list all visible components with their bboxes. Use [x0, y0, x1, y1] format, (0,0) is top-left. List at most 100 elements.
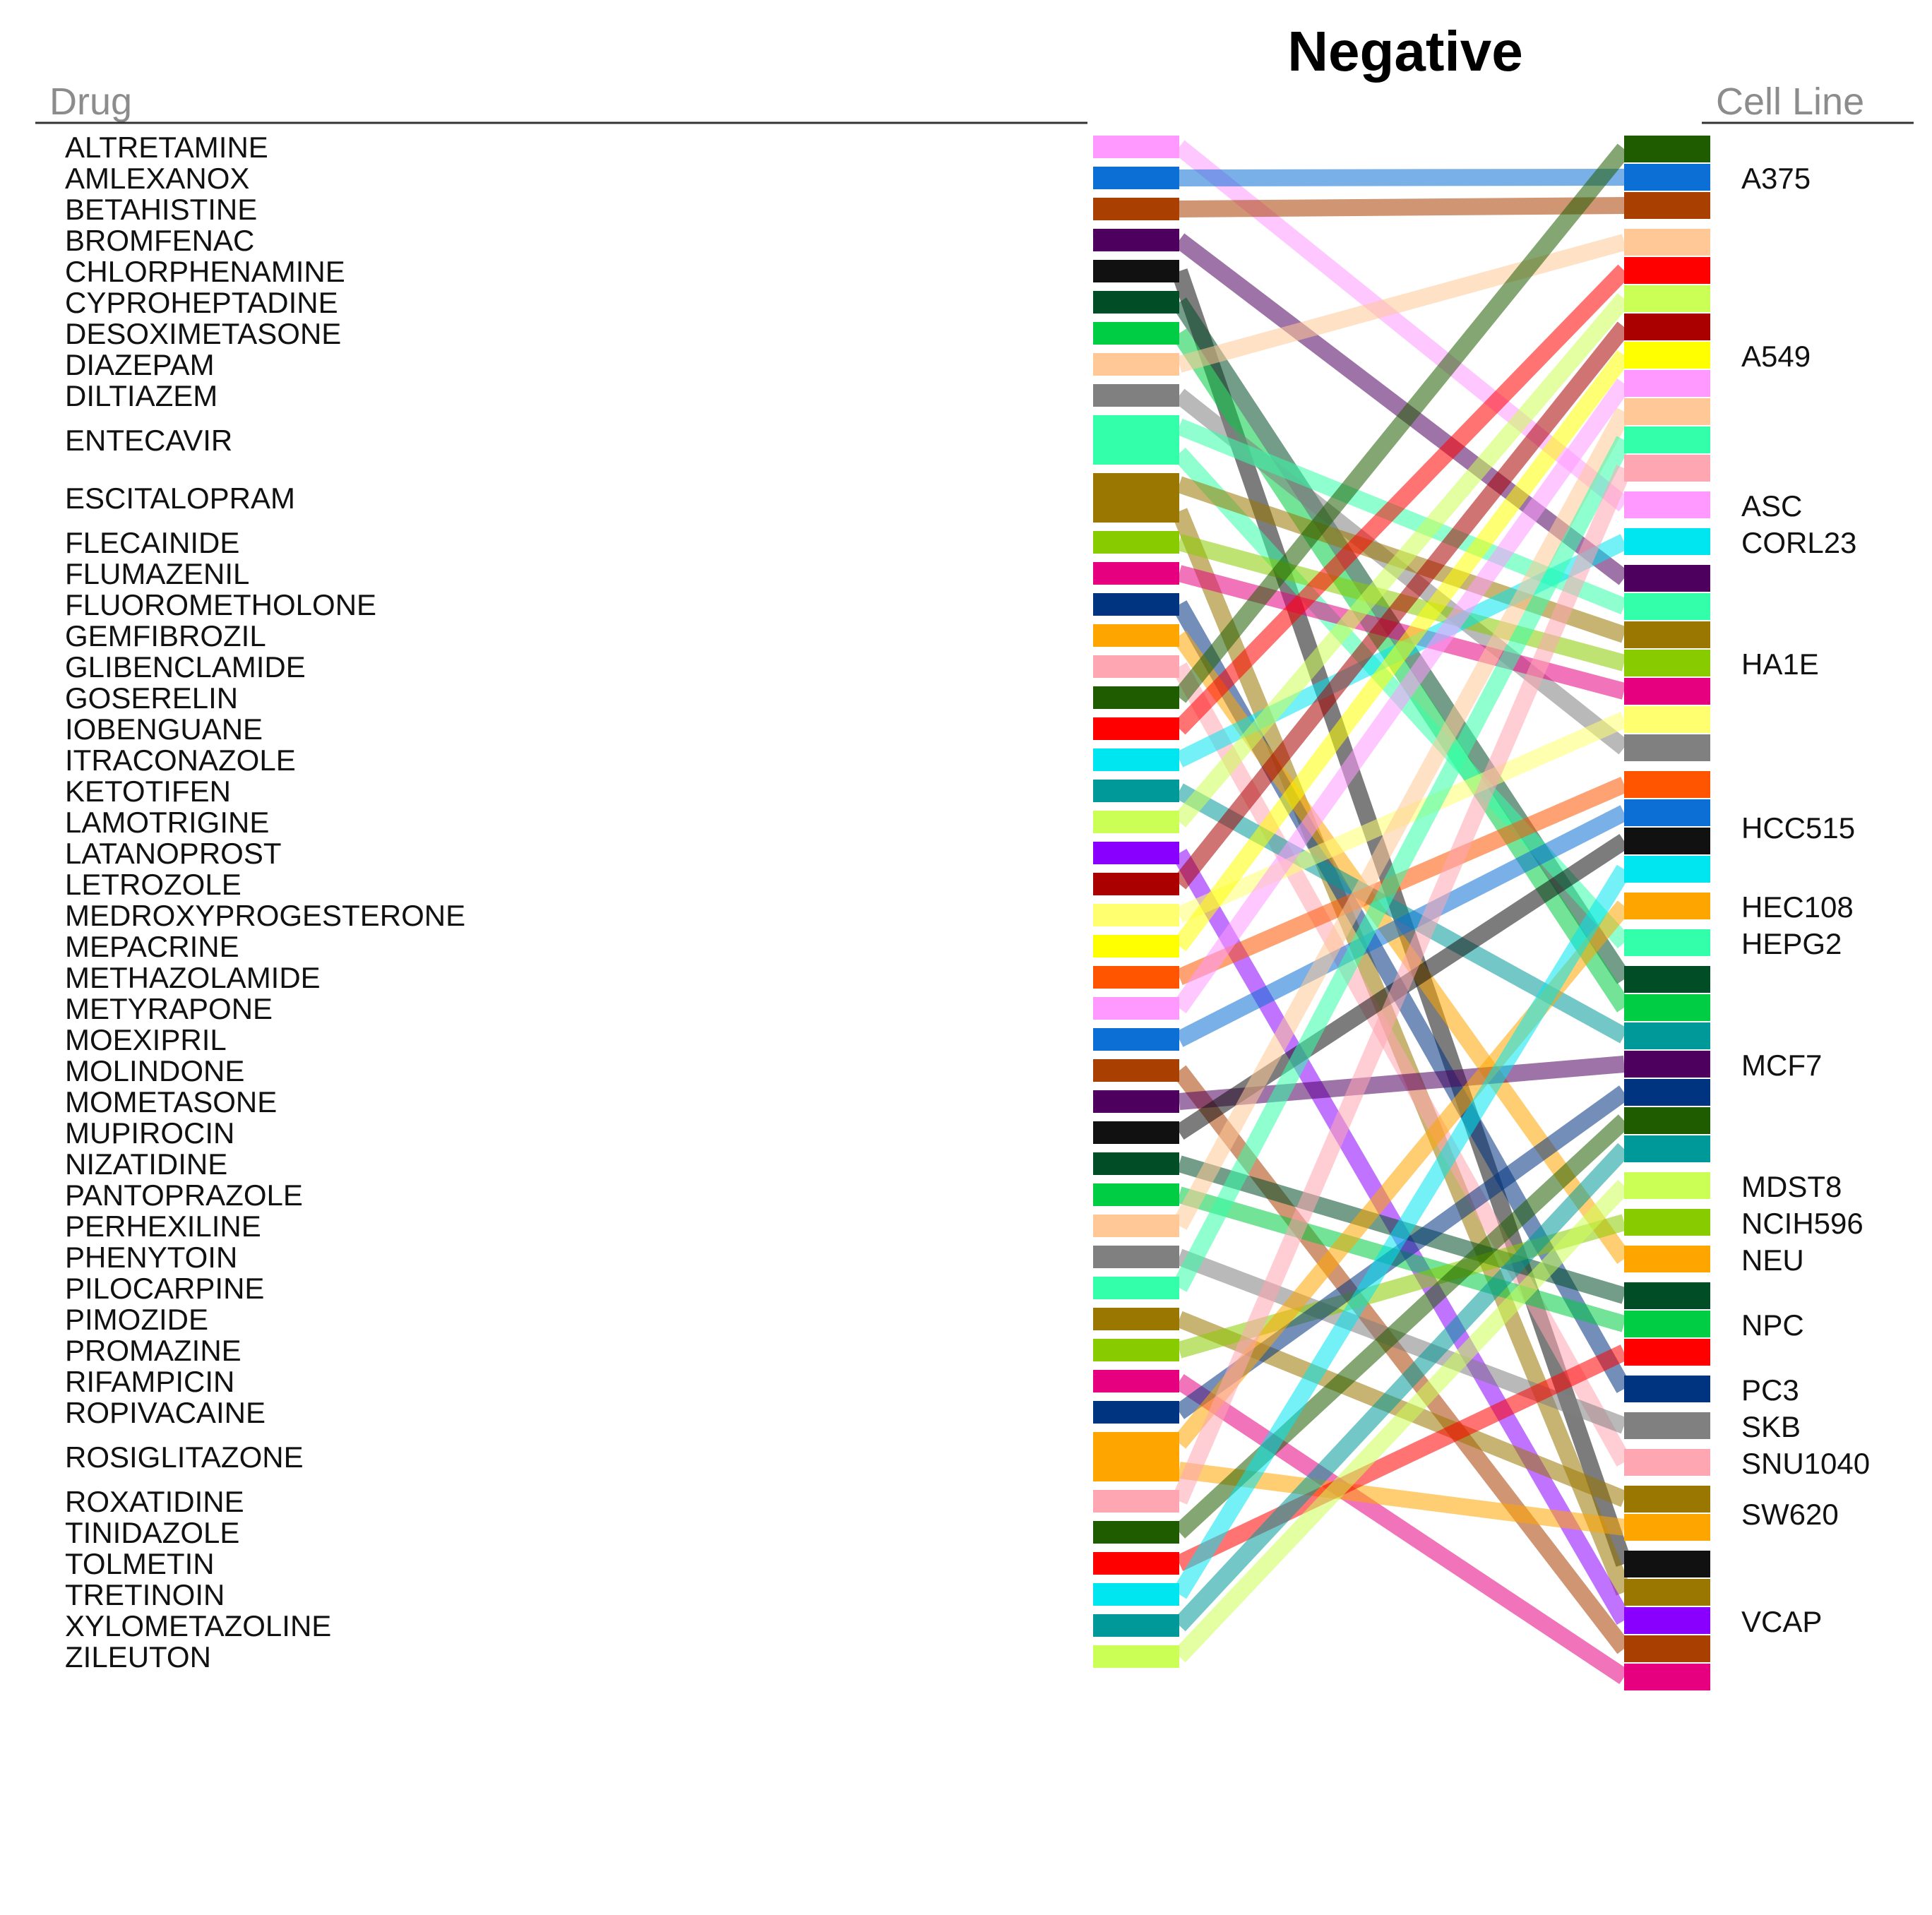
- drug-label-escitalopram: ESCITALOPRAM: [65, 482, 295, 515]
- drug-bar-roxatidine: [1093, 1490, 1179, 1513]
- cell-label-hec108: HEC108: [1741, 890, 1854, 924]
- drug-label-metyrapone: METYRAPONE: [65, 992, 273, 1025]
- link-moexipril-hcc515: [1175, 805, 1628, 1047]
- drug-bar-rifampicin: [1093, 1370, 1179, 1392]
- link-phenytoin-skb: [1176, 1248, 1628, 1434]
- drug-label-goserelin: GOSERELIN: [65, 681, 238, 715]
- drug-label-altretamine: ALTRETAMINE: [65, 131, 268, 164]
- cell-segment-a549-letrozole: [1624, 314, 1710, 340]
- cell-segment-vcap-escitalopram: [1624, 1579, 1710, 1606]
- drug-label-amlexanox: AMLEXANOX: [65, 162, 249, 195]
- cell-label-ha1e: HA1E: [1741, 648, 1819, 681]
- drug-bar-nizatidine: [1093, 1152, 1179, 1175]
- link-zileuton-mdst8: [1173, 1179, 1630, 1663]
- cell-label-neu: NEU: [1741, 1243, 1804, 1277]
- drug-label-pimozide: PIMOZIDE: [65, 1303, 208, 1336]
- drug-label-pilocarpine: PILOCARPINE: [65, 1272, 264, 1305]
- drug-bar-tretinoin: [1093, 1583, 1179, 1606]
- cell-label-a375: A375: [1741, 162, 1811, 195]
- cell-label-pc3: PC3: [1741, 1373, 1799, 1407]
- drug-label-tretinoin: TRETINOIN: [65, 1578, 225, 1611]
- drug-layer: ALTRETAMINEAMLEXANOXBETAHISTINEBROMFENAC…: [65, 131, 1179, 1674]
- cell-segment-skb-phenytoin: [1624, 1412, 1710, 1439]
- drug-label-betahistine: BETAHISTINE: [65, 193, 257, 226]
- drug-label-iobenguane: IOBENGUANE: [65, 712, 263, 746]
- drug-bar-phenytoin: [1093, 1246, 1179, 1268]
- link-iobenguane-a549: [1173, 264, 1630, 735]
- drug-bar-betahistine: [1093, 198, 1179, 220]
- cell-label-a549: A549: [1741, 340, 1811, 373]
- cell-segment-pc3-fluorometholone: [1624, 1376, 1710, 1402]
- cell-label-vcap: VCAP: [1741, 1605, 1822, 1638]
- drug-bar-zileuton: [1093, 1645, 1179, 1668]
- drug-label-desoximetasone: DESOXIMETASONE: [65, 317, 341, 350]
- cell-segment-mcf7-cyproheptadine: [1624, 966, 1710, 993]
- cell-segment-snu1040-glibenclamide: [1624, 1449, 1710, 1476]
- drug-label-molindone: MOLINDONE: [65, 1054, 244, 1087]
- cell-segment-hcc515-moexipril: [1624, 799, 1710, 826]
- drug-bar-itraconazole: [1093, 748, 1179, 771]
- drug-label-entecavir: ENTECAVIR: [65, 424, 232, 457]
- cell-segment-mcf7-xylometazoline: [1624, 1135, 1710, 1162]
- drug-label-fluorometholone: FLUOROMETHOLONE: [65, 588, 376, 621]
- drug-label-bromfenac: BROMFENAC: [65, 224, 254, 257]
- drug-label-roxatidine: ROXATIDINE: [65, 1485, 244, 1518]
- drug-bar-mepacrine: [1093, 935, 1179, 958]
- cell-segment-hcc515-tretinoin: [1624, 856, 1710, 883]
- drug-label-methazolamide: METHAZOLAMIDE: [65, 961, 321, 994]
- link-xylometazoline-mcf7: [1173, 1143, 1630, 1632]
- link-tretinoin-hcc515: [1171, 864, 1632, 1599]
- drug-label-xylometazoline: XYLOMETAZOLINE: [65, 1609, 331, 1642]
- drug-label-moexipril: MOEXIPRIL: [65, 1023, 227, 1056]
- drug-label-mupirocin: MUPIROCIN: [65, 1116, 234, 1150]
- link-molindone-vcap: [1172, 1065, 1631, 1654]
- cell-segment-mdst8-zileuton: [1624, 1172, 1710, 1199]
- drug-label-chlorphenamine: CHLORPHENAMINE: [65, 255, 345, 288]
- drug-label-phenytoin: PHENYTOIN: [65, 1241, 237, 1274]
- cell-label-corl23: CORL23: [1741, 526, 1856, 559]
- cell-label-snu1040: SNU1040: [1741, 1447, 1870, 1480]
- drug-label-ropivacaine: ROPIVACAINE: [65, 1396, 266, 1429]
- link-roxatidine-a549: [1171, 465, 1633, 1505]
- cell-segment-ncih596-promazine: [1624, 1209, 1710, 1236]
- drug-bar-entecavir: [1093, 415, 1179, 465]
- cell-label-hcc515: HCC515: [1741, 811, 1855, 845]
- link-metyrapone-a549: [1172, 378, 1631, 1013]
- drug-bar-rosiglitazone: [1093, 1432, 1179, 1481]
- drug-bar-diazepam: [1093, 353, 1179, 376]
- cell-segment-npc-nizatidine: [1624, 1282, 1710, 1309]
- drug-label-flecainide: FLECAINIDE: [65, 526, 239, 559]
- cell-segment-mcf7-mometasone: [1624, 1051, 1710, 1078]
- cell-segment-mcf7-desoximetasone: [1624, 994, 1710, 1021]
- cell-segment-a549-mepacrine: [1624, 342, 1710, 369]
- links-layer: [1171, 140, 1633, 1684]
- cell-segment-hcc515-mupirocin: [1624, 828, 1710, 854]
- drug-bar-diltiazem: [1093, 384, 1179, 407]
- drug-label-tolmetin: TOLMETIN: [65, 1547, 215, 1580]
- drug-label-gemfibrozil: GEMFIBROZIL: [65, 619, 266, 652]
- cell-segment-vcap-molindone: [1624, 1635, 1710, 1662]
- drug-bar-xylometazoline: [1093, 1614, 1179, 1637]
- drug-bar-escitalopram: [1093, 473, 1179, 523]
- cell-segment-mcf7-ketotifen: [1624, 1022, 1710, 1049]
- drug-bar-mupirocin: [1093, 1121, 1179, 1144]
- drug-bar-pilocarpine: [1093, 1277, 1179, 1299]
- cell-segment-a549-perhexiline: [1624, 398, 1710, 425]
- cell-segment-ha1e-bromfenac: [1624, 565, 1710, 592]
- cell-segment-sw620-rosiglitazone: [1624, 1514, 1710, 1541]
- drug-bar-fluorometholone: [1093, 593, 1179, 616]
- drug-bar-molindone: [1093, 1059, 1179, 1082]
- drug-bar-gemfibrozil: [1093, 624, 1179, 647]
- drug-label-rosiglitazone: ROSIGLITAZONE: [65, 1440, 304, 1474]
- cell-segment-a375-betahistine: [1624, 192, 1710, 219]
- drug-bar-pimozide: [1093, 1308, 1179, 1330]
- cell-line-header: Cell Line: [1716, 80, 1864, 123]
- link-goserelin-a375: [1172, 143, 1631, 703]
- cell-label-skb: SKB: [1741, 1410, 1801, 1443]
- drug-bar-ropivacaine: [1093, 1401, 1179, 1424]
- drug-header: Drug: [49, 80, 132, 123]
- drug-bar-iobenguane: [1093, 717, 1179, 740]
- cell-label-hepg2: HEPG2: [1741, 927, 1842, 960]
- drug-label-perhexiline: PERHEXILINE: [65, 1210, 261, 1243]
